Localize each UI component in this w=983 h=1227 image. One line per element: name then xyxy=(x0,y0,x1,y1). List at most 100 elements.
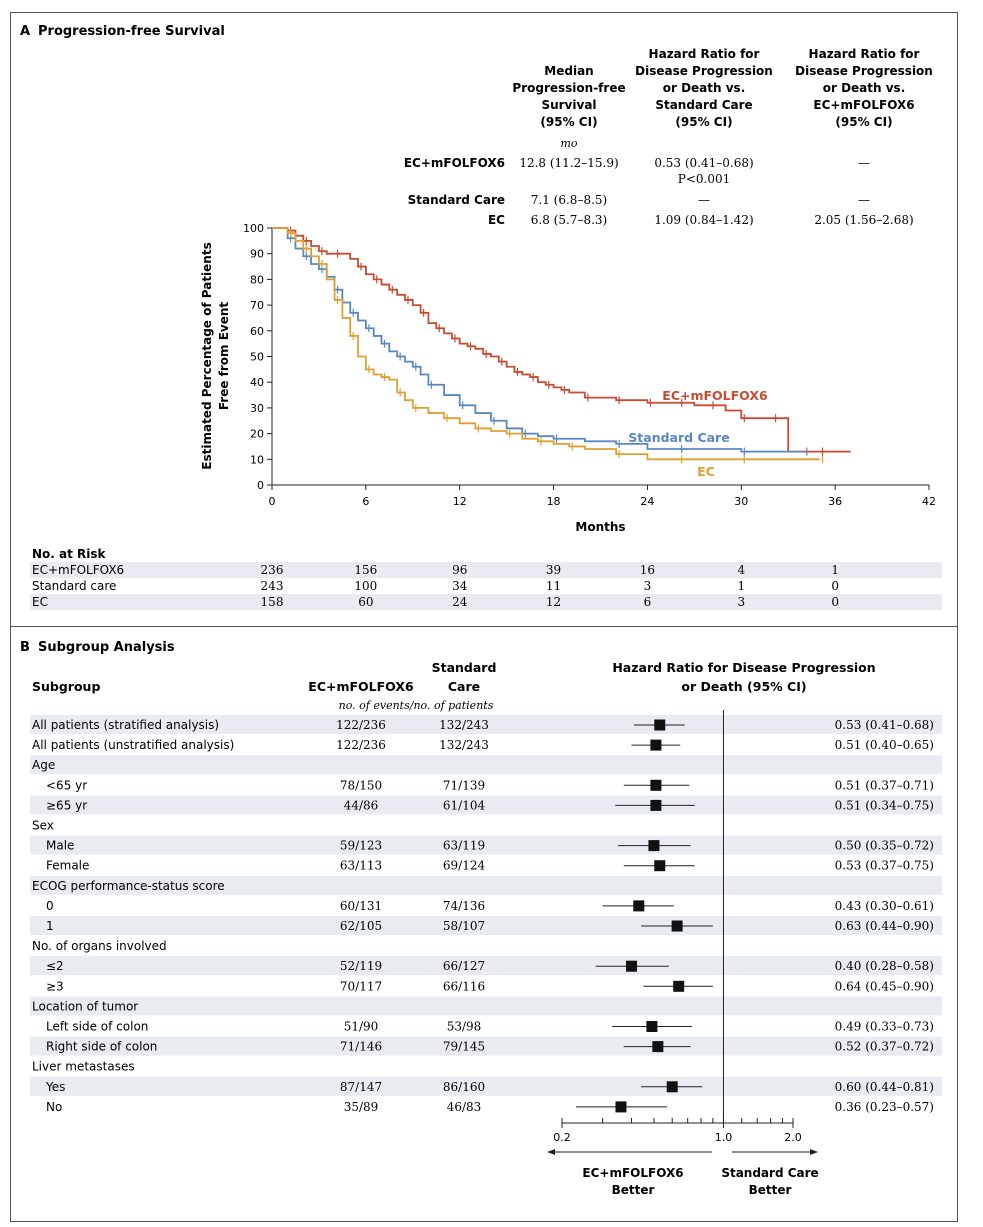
km-y-tick-label: 0 xyxy=(257,479,264,492)
events-standard: 53/98 xyxy=(447,1020,482,1034)
hr-square xyxy=(650,739,662,751)
events-standard: 66/116 xyxy=(443,979,485,993)
forest-axis: 0.2 1.0 2.0 EC+mFOLFOX6 Better Standard Care B… xyxy=(547,710,819,1197)
km-curve-0 xyxy=(272,227,851,453)
events-standard: 61/104 xyxy=(443,798,486,812)
forest-tick-label: 1.0 xyxy=(715,1131,733,1144)
header-hr-vs-ec-mfolfox6: EC+mFOLFOX6 xyxy=(813,98,914,112)
summary-median: 12.8 (11.2–15.9) xyxy=(519,156,618,170)
subgroup-header: Location of tumor xyxy=(32,999,138,1013)
events-standard: 79/145 xyxy=(443,1040,485,1054)
header-hr-vs-standard: or Death vs. xyxy=(663,81,746,95)
summary-hr-standard: 0.53 (0.41–0.68) xyxy=(654,156,753,170)
events-ec-mfolfox6: 70/117 xyxy=(340,979,382,993)
risk-row-label: Standard care xyxy=(32,579,116,593)
subgroup-header: ECOG performance-status score xyxy=(32,879,225,893)
km-label-1: Standard Care xyxy=(628,430,729,445)
risk-count: 100 xyxy=(354,579,377,593)
hr-square xyxy=(666,1081,678,1093)
subgroup-label: <65 yr xyxy=(46,778,87,792)
header-hr-vs-standard: Hazard Ratio for xyxy=(649,47,760,61)
hr-value-text: 0.51 (0.34–0.75) xyxy=(835,798,934,812)
events-ec-mfolfox6: 78/150 xyxy=(340,778,382,792)
hr-value-text: 0.43 (0.30–0.61) xyxy=(835,899,934,913)
risk-count: 34 xyxy=(452,579,468,593)
hr-value-text: 0.60 (0.44–0.81) xyxy=(835,1080,934,1094)
subgroup-label: 0 xyxy=(46,899,54,913)
header-hr-vs-ec-mfolfox6: Disease Progression xyxy=(795,64,933,78)
risk-row-shade xyxy=(30,594,942,610)
subgroup-label: No xyxy=(46,1100,62,1114)
arrow-right-head xyxy=(810,1149,818,1155)
header-hr-vs-standard: Disease Progression xyxy=(635,64,773,78)
hr-value-text: 0.40 (0.28–0.58) xyxy=(835,959,934,973)
km-x-tick-label: 24 xyxy=(640,495,654,508)
km-label-2: EC xyxy=(697,464,715,479)
km-y-axis-title-line1: Estimated Percentage of Patients xyxy=(200,242,214,469)
km-x-tick-label: 36 xyxy=(828,495,842,508)
km-x-tick-label: 30 xyxy=(734,495,748,508)
header-hr-vs-standard: (95% CI) xyxy=(675,115,732,129)
km-x-tick-label: 18 xyxy=(547,495,561,508)
km-curves xyxy=(272,226,851,464)
risk-count: 96 xyxy=(452,563,467,577)
risk-count: 3 xyxy=(644,579,652,593)
km-y-tick-label: 10 xyxy=(250,453,264,466)
summary-median: 7.1 (6.8–8.5) xyxy=(531,193,607,207)
panel-a: A Progression-free Survival Median Progre… xyxy=(20,24,942,610)
risk-count: 39 xyxy=(546,563,561,577)
risk-count: 12 xyxy=(546,595,561,609)
summary-median: 6.8 (5.7–8.3) xyxy=(531,213,607,227)
forest-rows: All patients (stratified analysis) 122/23… xyxy=(30,715,942,1114)
summary-hr-standard: 1.09 (0.84–1.42) xyxy=(654,213,753,227)
subgroup-label: Right side of colon xyxy=(46,1040,157,1054)
panel-b: B Subgroup Analysis Subgroup EC+mFOLFOX6S… xyxy=(20,640,942,1197)
panel-divider xyxy=(10,626,958,627)
events-standard: 63/119 xyxy=(443,839,485,853)
risk-count: 158 xyxy=(261,595,284,609)
hr-value-text: 0.53 (0.37–0.75) xyxy=(835,859,934,873)
summary-table: EC+mFOLFOX6 12.8 (11.2–15.9) 0.53 (0.41–0.… xyxy=(404,156,914,227)
km-x-tick-label: 0 xyxy=(269,495,276,508)
summary-group-label: Standard Care xyxy=(408,193,505,207)
events-ec-mfolfox6: 87/147 xyxy=(340,1080,382,1094)
risk-count: 16 xyxy=(640,563,655,577)
risk-count: 243 xyxy=(261,579,284,593)
forest-row-shade xyxy=(30,795,942,815)
col-hr-line1: Hazard Ratio for Disease Progression xyxy=(612,660,875,675)
hr-square xyxy=(615,1101,627,1113)
events-standard: 132/243 xyxy=(439,738,489,752)
risk-count: 156 xyxy=(354,563,377,577)
km-x-axis-title: Months xyxy=(575,520,625,534)
hr-square xyxy=(654,719,666,731)
events-standard: 71/139 xyxy=(443,778,485,792)
km-x-tick-label: 6 xyxy=(362,495,369,508)
subgroup-label: Yes xyxy=(45,1080,65,1094)
unit-months: mo xyxy=(560,137,577,150)
events-ec-mfolfox6: 122/236 xyxy=(336,718,386,732)
subgroup-label: All patients (stratified analysis) xyxy=(32,718,219,732)
events-standard: 74/136 xyxy=(443,899,485,913)
summary-hr-ec: — xyxy=(858,156,870,170)
forest-row-shade xyxy=(30,715,942,734)
forest-row-shade xyxy=(30,835,942,855)
risk-row-label: EC xyxy=(32,595,48,609)
events-ec-mfolfox6: 122/236 xyxy=(336,738,386,752)
forest-headers: Subgroup EC+mFOLFOX6 Standard Care no. of ev… xyxy=(32,660,876,712)
col-hr-line2: or Death (95% CI) xyxy=(681,679,806,694)
km-y-tick-label: 90 xyxy=(250,248,264,261)
hr-square xyxy=(652,1041,664,1053)
hr-square xyxy=(673,980,685,992)
favors-right-line1: Standard Care xyxy=(721,1166,818,1180)
km-x-tick-label: 42 xyxy=(922,495,936,508)
panel-b-title: Subgroup Analysis xyxy=(38,640,175,655)
events-ec-mfolfox6: 44/86 xyxy=(344,798,379,812)
risk-count: 3 xyxy=(737,595,745,609)
hr-square xyxy=(650,779,662,791)
events-standard: 69/124 xyxy=(443,859,486,873)
hr-square xyxy=(671,920,683,932)
header-median-pfs: Median xyxy=(544,64,593,78)
header-median-pfs: (95% CI) xyxy=(540,115,597,129)
panel-a-letter: A xyxy=(20,24,30,39)
km-curve-1 xyxy=(272,227,804,453)
